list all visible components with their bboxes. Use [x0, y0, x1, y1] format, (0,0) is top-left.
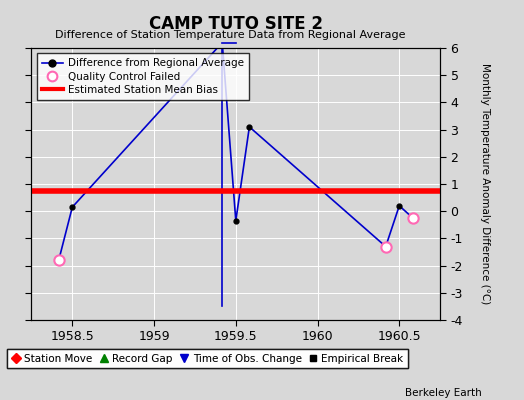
Point [409, 215, 417, 221]
Text: Berkeley Earth: Berkeley Earth [406, 388, 482, 398]
Text: Difference of Station Temperature Data from Regional Average: Difference of Station Temperature Data f… [56, 30, 406, 40]
Point [54, 257, 63, 263]
Legend: Station Move, Record Gap, Time of Obs. Change, Empirical Break: Station Move, Record Gap, Time of Obs. C… [7, 350, 408, 368]
Y-axis label: Monthly Temperature Anomaly Difference (°C): Monthly Temperature Anomaly Difference (… [479, 63, 489, 305]
Point [381, 243, 390, 250]
Title: CAMP TUTO SITE 2: CAMP TUTO SITE 2 [149, 14, 323, 32]
